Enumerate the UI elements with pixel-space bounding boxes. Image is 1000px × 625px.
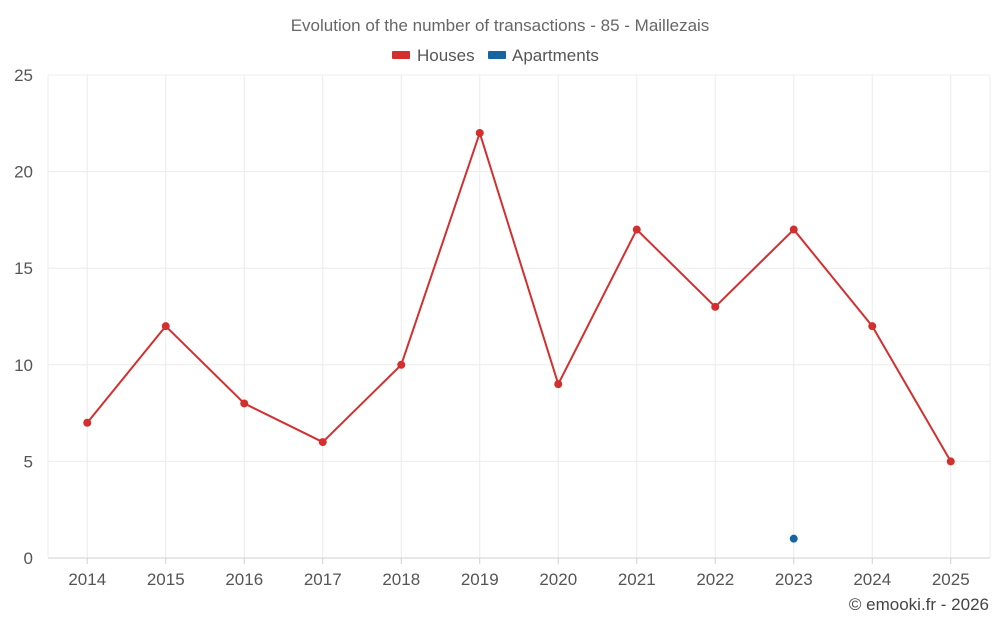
y-axis: 0 5 10 15 20 25 — [14, 66, 33, 568]
x-tick-label: 2023 — [775, 570, 813, 589]
data-point-houses[interactable] — [868, 322, 877, 331]
data-point-houses[interactable] — [161, 322, 170, 331]
x-tick-label: 2024 — [853, 570, 891, 589]
data-point-houses[interactable] — [554, 380, 563, 389]
data-point-houses[interactable] — [789, 225, 798, 234]
data-point-houses[interactable] — [318, 438, 327, 447]
x-tick-label: 2022 — [696, 570, 734, 589]
chart-title: Evolution of the number of transactions … — [291, 16, 710, 35]
y-tick-label: 0 — [24, 549, 33, 568]
y-tick-label: 20 — [14, 163, 33, 182]
data-point-houses[interactable] — [240, 399, 249, 408]
y-tick-label: 15 — [14, 259, 33, 278]
data-point-houses[interactable] — [397, 360, 406, 369]
data-point-houses[interactable] — [475, 128, 484, 137]
grid — [47, 74, 991, 558]
x-tick-label: 2016 — [225, 570, 263, 589]
data-point-houses[interactable] — [711, 302, 720, 311]
legend-swatch-houses — [392, 51, 410, 59]
x-tick-label: 2015 — [147, 570, 185, 589]
x-tick-label: 2025 — [932, 570, 970, 589]
x-tick-label: 2021 — [618, 570, 656, 589]
series-line-houses — [86, 131, 952, 462]
credit-text: © emooki.fr - 2026 — [849, 595, 989, 614]
x-tick-label: 2017 — [304, 570, 342, 589]
legend-label-apartments[interactable]: Apartments — [512, 46, 599, 65]
x-tick-label: 2019 — [461, 570, 499, 589]
legend: Houses Apartments — [392, 46, 599, 65]
x-tick-label: 2020 — [539, 570, 577, 589]
data-point-houses[interactable] — [632, 225, 641, 234]
data-point-apartments[interactable] — [789, 534, 798, 543]
x-tick-label: 2014 — [68, 570, 106, 589]
x-axis: 2014 2015 2016 2017 2018 2019 2020 2021 2022 2023… — [48, 557, 990, 589]
series-layer — [83, 128, 955, 543]
x-tick-label: 2018 — [382, 570, 420, 589]
y-tick-label: 10 — [14, 356, 33, 375]
legend-label-houses[interactable]: Houses — [417, 46, 475, 65]
y-tick-label: 25 — [14, 66, 33, 85]
data-point-houses[interactable] — [83, 418, 92, 427]
data-point-houses[interactable] — [946, 457, 955, 466]
y-tick-label: 5 — [24, 452, 33, 471]
legend-swatch-apartments — [488, 51, 506, 59]
